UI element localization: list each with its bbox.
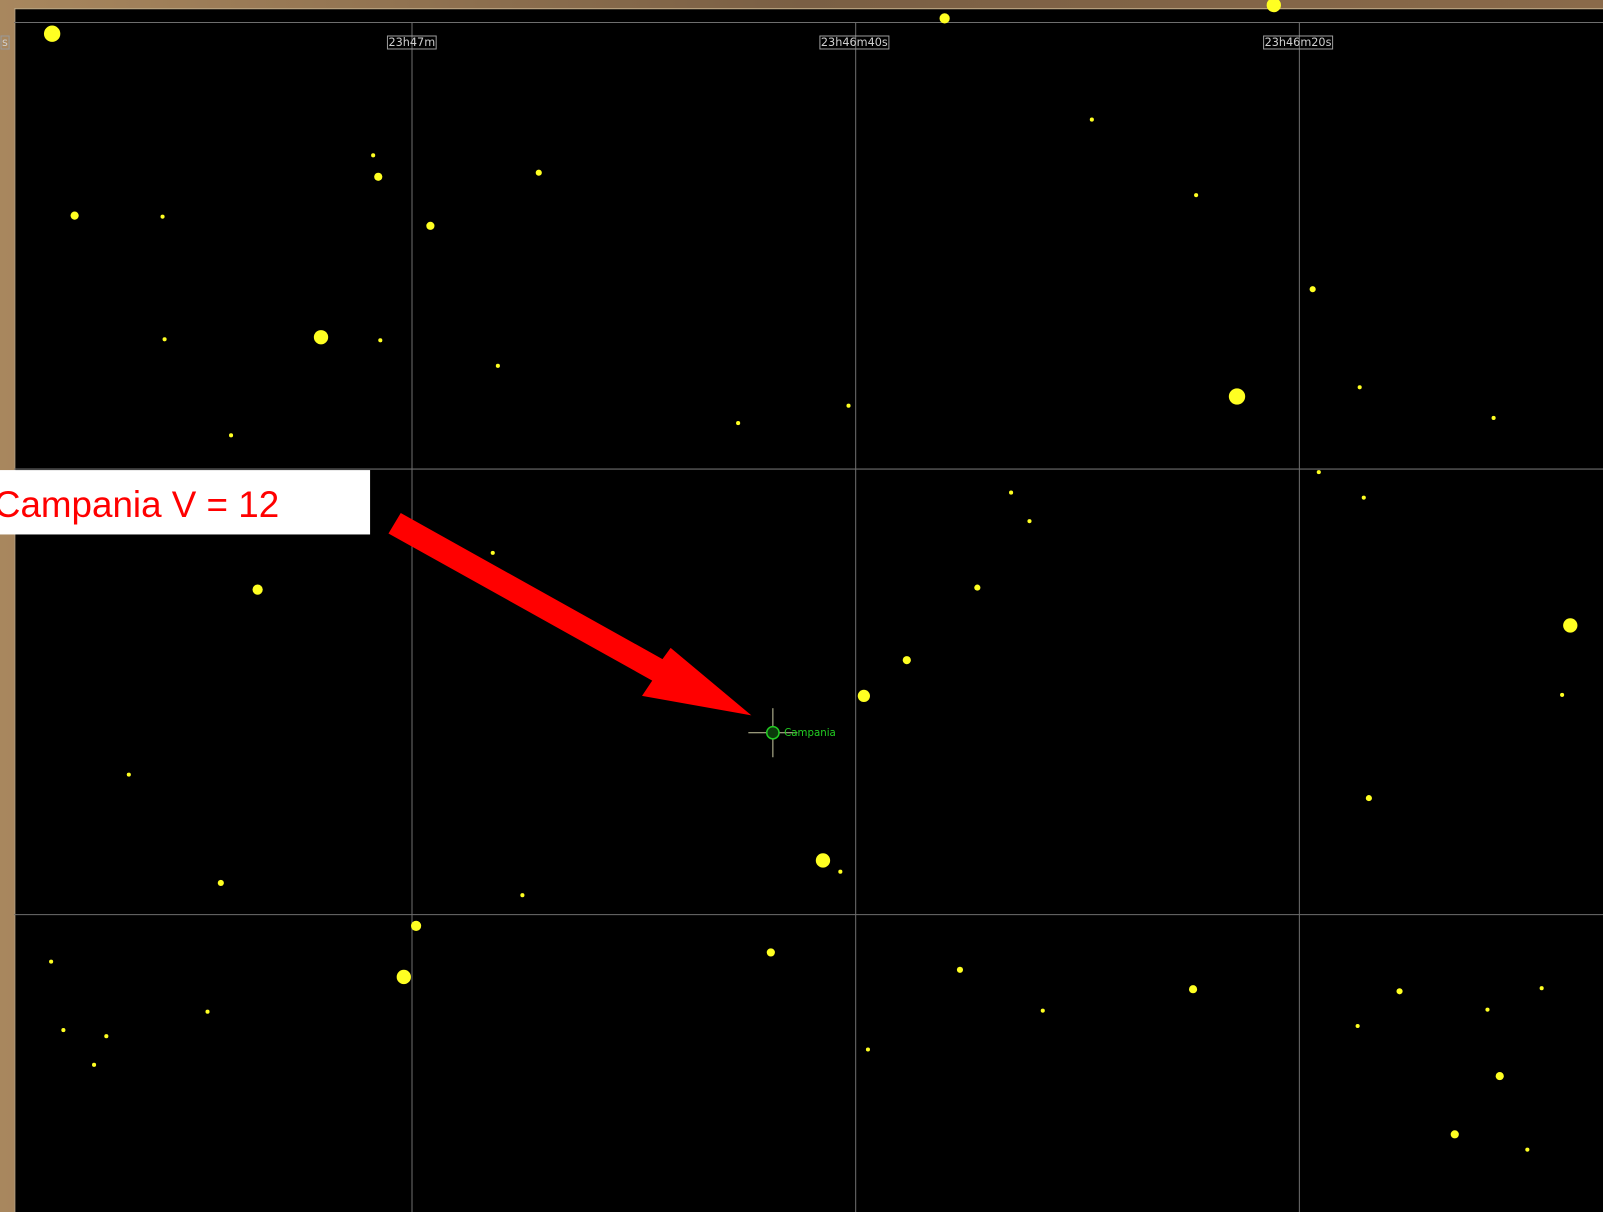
annotation: Campania V = 12 — [0, 484, 279, 525]
star — [535, 169, 542, 176]
star — [1396, 988, 1403, 995]
star — [217, 879, 224, 887]
star — [490, 550, 495, 555]
star — [313, 330, 329, 345]
star — [378, 338, 383, 343]
grid-label-box — [0, 35, 10, 50]
star — [838, 869, 843, 874]
star — [956, 966, 964, 973]
grid-label: 23h46m20s — [1265, 36, 1332, 49]
star — [766, 948, 775, 957]
star — [229, 433, 234, 438]
grid-label: 23h47m — [388, 36, 435, 49]
grid-label: s — [2, 36, 8, 49]
star — [1495, 1071, 1504, 1081]
star — [43, 25, 61, 42]
star — [92, 1062, 97, 1067]
star — [865, 1047, 870, 1052]
star — [1040, 1008, 1045, 1013]
star — [49, 959, 54, 964]
star — [1491, 415, 1496, 421]
star — [1361, 495, 1366, 500]
annotation-box — [0, 470, 371, 535]
star — [815, 853, 831, 868]
star — [374, 172, 383, 181]
grid-label-box — [386, 35, 437, 50]
star — [1365, 795, 1372, 802]
grid-labels: s 23h47m 23h46m40s 23h46m20s — [0, 35, 1334, 50]
star — [857, 689, 870, 703]
star — [1266, 0, 1281, 13]
stars — [43, 0, 1578, 1152]
grid-label-box — [1263, 35, 1334, 50]
star — [70, 211, 79, 220]
grid-label-box — [819, 35, 890, 50]
star — [902, 656, 911, 665]
grid — [14, 21, 1603, 1212]
star — [1309, 286, 1316, 293]
star — [1194, 193, 1199, 198]
star — [1089, 117, 1094, 122]
star — [1355, 1023, 1360, 1029]
star — [1525, 1147, 1530, 1152]
star — [736, 421, 741, 426]
star — [1188, 985, 1198, 994]
star — [1357, 385, 1362, 390]
star — [371, 153, 376, 158]
star — [520, 893, 525, 898]
star — [1485, 1007, 1490, 1012]
star — [205, 1009, 210, 1014]
star — [126, 772, 131, 777]
star — [61, 1028, 66, 1033]
star — [1560, 692, 1565, 697]
target-marker: Campania — [748, 708, 836, 758]
star — [939, 13, 950, 24]
star — [974, 584, 981, 591]
star — [1009, 490, 1014, 495]
target-label: Campania — [784, 728, 836, 739]
arrow — [388, 513, 752, 716]
star — [426, 221, 435, 230]
star — [1539, 986, 1544, 991]
star — [160, 214, 165, 219]
star — [846, 403, 851, 408]
asteroid-symbol — [765, 725, 780, 740]
sky-background — [14, 8, 1603, 1212]
star — [1563, 618, 1578, 633]
star — [396, 969, 411, 985]
star — [1450, 1130, 1459, 1139]
star — [104, 1034, 109, 1039]
star — [410, 920, 422, 931]
star — [1228, 388, 1246, 405]
star — [1027, 519, 1032, 524]
star — [162, 337, 167, 342]
star — [1316, 470, 1321, 475]
star — [495, 363, 500, 368]
grid-label: 23h46m40s — [821, 36, 888, 49]
star — [252, 584, 263, 595]
